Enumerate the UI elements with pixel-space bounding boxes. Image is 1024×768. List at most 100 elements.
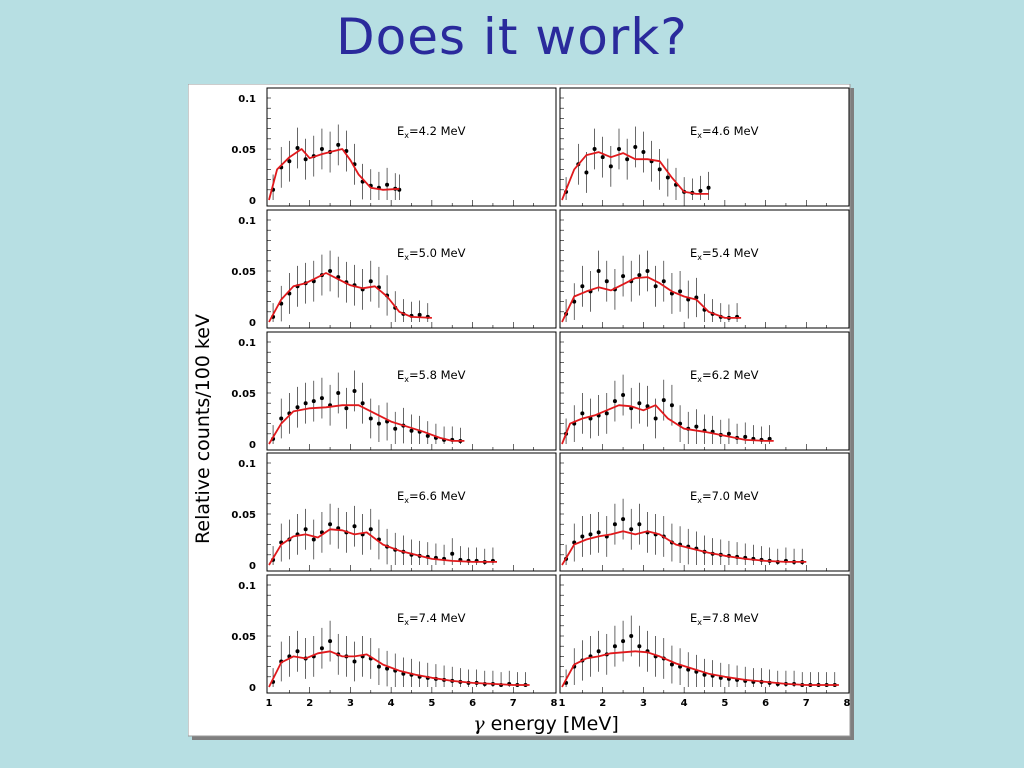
panel-label-value: =5.0 MeV [409,246,466,260]
data-point [376,421,381,426]
panel-label-subscript: x [404,496,409,505]
data-point [612,644,617,649]
data-point [629,527,634,532]
data-point [417,312,422,317]
data-point [352,388,357,393]
panel-label-subscript: x [404,253,409,262]
x-tick-label: 5 [721,698,728,709]
data-point [621,517,626,522]
y-tick-label: 0 [249,440,256,451]
data-point [319,147,324,151]
panel-label: Ex=5.4 MeV [690,246,759,262]
y-tick-label: 0.1 [238,338,256,349]
fit-curve [561,650,839,688]
data-point [600,155,605,160]
panel-label: Ex=6.2 MeV [690,368,759,384]
panel-label-symbol: E [397,124,404,138]
panel-label: Ex=7.0 MeV [690,489,759,505]
data-point [336,391,341,395]
panel-label-subscript: x [697,253,702,262]
data-point [360,401,365,406]
data-point [633,144,638,149]
data-point [409,428,414,433]
spectra-figure: Ex=4.2 MeV Ex=4.6 MeV Ex=5.0 MeV Ex=5.4 MeV… [188,84,854,740]
fit-curve [561,404,774,445]
panel-label-value: =4.2 MeV [409,124,466,138]
panel-label-symbol: E [397,489,404,503]
data-point [287,159,292,164]
data-point [678,289,683,294]
data-point [319,646,324,651]
y-tick-label: 0 [249,196,256,207]
panel-9: Ex=7.4 MeV [266,574,557,694]
panel-frame [559,87,850,207]
panel-1: Ex=4.2 MeV [266,87,557,207]
y-tick-label: 0.05 [231,389,256,400]
panel-label-symbol: E [397,246,404,260]
data-point [625,157,630,162]
y-tick-label: 0.05 [231,510,256,521]
panel-label-subscript: x [697,131,702,140]
data-point [617,147,621,151]
data-point [637,401,642,406]
data-point [328,522,333,527]
panel-label: Ex=5.8 MeV [397,368,466,384]
data-point [706,185,711,190]
x-tick-label: 7 [510,698,517,709]
fit-curve [268,404,465,445]
data-point [368,279,373,284]
data-point [319,396,324,401]
axes-layer: 0 0.05 0.1 0 0.05 0.1 0 0.05 0.1 0 0.05 0.1 0 0.05 0.1… [231,94,850,709]
data-point [336,142,341,147]
data-point [352,659,357,664]
fit-curve [268,272,432,323]
panel-label-subscript: x [697,496,702,505]
panel-label-symbol: E [690,368,697,382]
fit-curve [268,650,530,688]
data-point [637,273,642,278]
x-axis-label-symbol: γ [473,713,485,735]
panel-8: Ex=7.0 MeV [559,452,850,572]
data-point [580,411,585,416]
panel-label-value: =6.6 MeV [409,489,466,503]
panel-label-symbol: E [397,611,404,625]
panel-label-subscript: x [404,618,409,627]
data-point [596,530,601,535]
data-point [584,170,589,175]
panel-label: Ex=4.2 MeV [397,124,466,140]
y-tick-label: 0.05 [231,632,256,643]
x-tick-label: 1 [559,698,566,709]
data-point [608,164,613,169]
x-tick-label: 3 [347,698,354,709]
data-point [393,426,398,431]
x-tick-label: 1 [266,698,273,709]
data-point [385,666,390,671]
panel-label: Ex=4.6 MeV [690,124,759,140]
data-point [352,524,357,529]
x-axis-label: γ energy [MeV] [473,713,619,735]
panel-label-subscript: x [697,618,702,627]
x-tick-label: 2 [599,698,606,709]
x-tick-label: 4 [388,698,395,709]
data-point [450,551,455,556]
y-tick-label: 0.1 [238,216,256,227]
data-point [295,405,300,410]
data-point [368,416,373,421]
data-point [328,639,333,644]
data-point [686,667,691,672]
data-point [661,398,666,403]
x-tick-label: 6 [762,698,769,709]
fit-curve [561,530,807,566]
panel-label-value: =5.4 MeV [702,246,759,260]
panel-3: Ex=5.0 MeV [266,209,557,329]
data-point [328,269,333,273]
y-tick-label: 0.1 [238,94,256,105]
data-point [637,644,642,649]
fit-curve [268,528,497,566]
data-point [702,672,707,677]
panel-label-value: =7.8 MeV [702,611,759,625]
panel-label-value: =4.6 MeV [702,124,759,138]
y-tick-label: 0.1 [238,581,256,592]
data-point [621,274,626,279]
